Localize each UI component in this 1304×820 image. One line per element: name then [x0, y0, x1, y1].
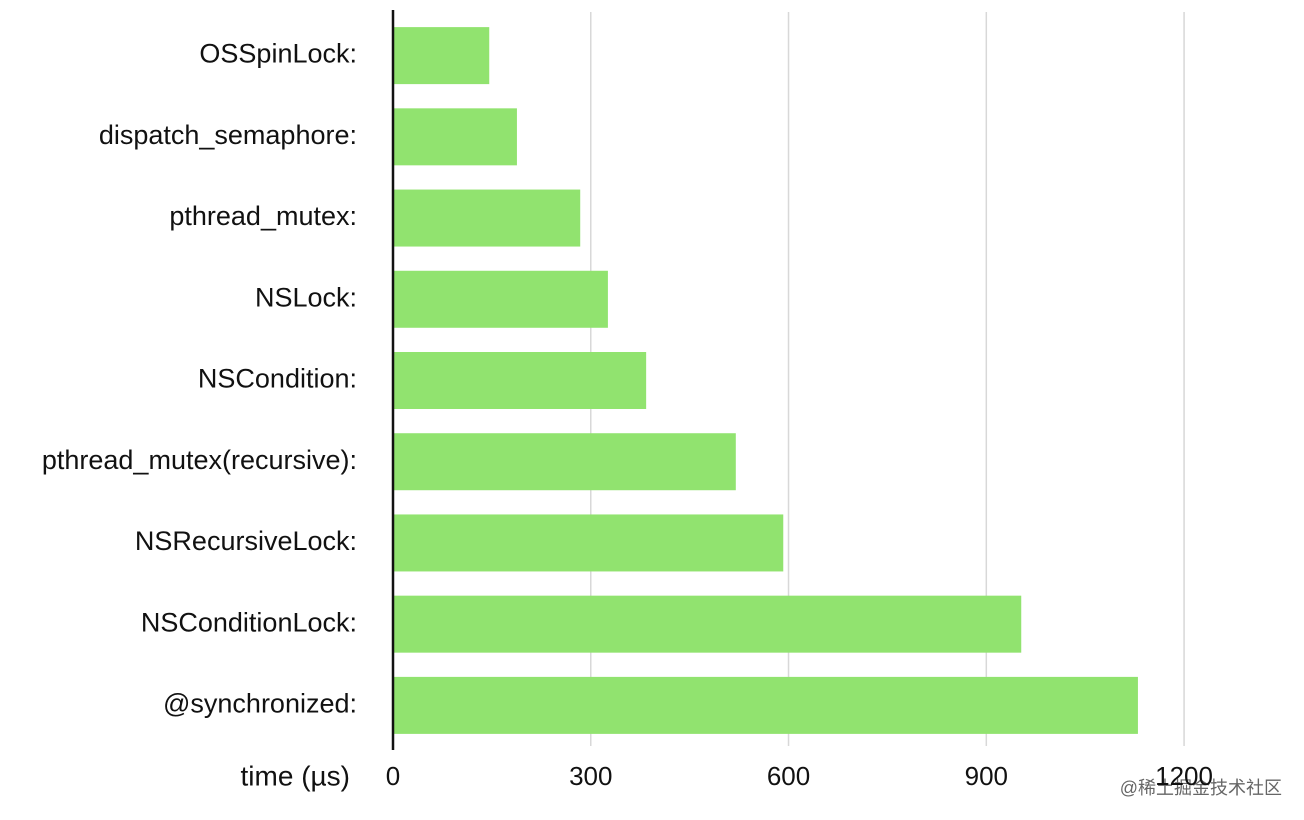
bar: [393, 27, 490, 85]
bar: [393, 270, 608, 328]
y-tick-label: @synchronized:: [163, 689, 357, 719]
y-tick-label: NSCondition:: [198, 364, 357, 394]
bar: [393, 189, 581, 247]
x-tick-label: 1200: [1155, 761, 1213, 791]
x-tick-label: 0: [386, 761, 400, 791]
y-tick-label: NSRecursiveLock:: [135, 526, 357, 556]
bar: [393, 352, 647, 409]
bar: [393, 595, 1022, 653]
x-tick-label: 300: [569, 761, 612, 791]
x-tick-label: 900: [965, 761, 1008, 791]
bar: [393, 676, 1138, 734]
y-tick-label: pthread_mutex(recursive):: [42, 445, 357, 475]
watermark: @稀土掘金技术社区: [1120, 778, 1282, 798]
y-tick-label: dispatch_semaphore:: [99, 120, 357, 150]
bar: [393, 514, 784, 572]
y-tick-label: pthread_mutex:: [169, 201, 357, 231]
bar: [393, 433, 736, 491]
y-tick-label: NSLock:: [255, 282, 357, 312]
x-tick-label: 600: [767, 761, 810, 791]
y-tick-label: OSSpinLock:: [199, 39, 357, 69]
y-tick-label: NSConditionLock:: [141, 607, 357, 637]
x-axis-label: time (µs): [241, 760, 350, 791]
bar: [393, 108, 517, 166]
